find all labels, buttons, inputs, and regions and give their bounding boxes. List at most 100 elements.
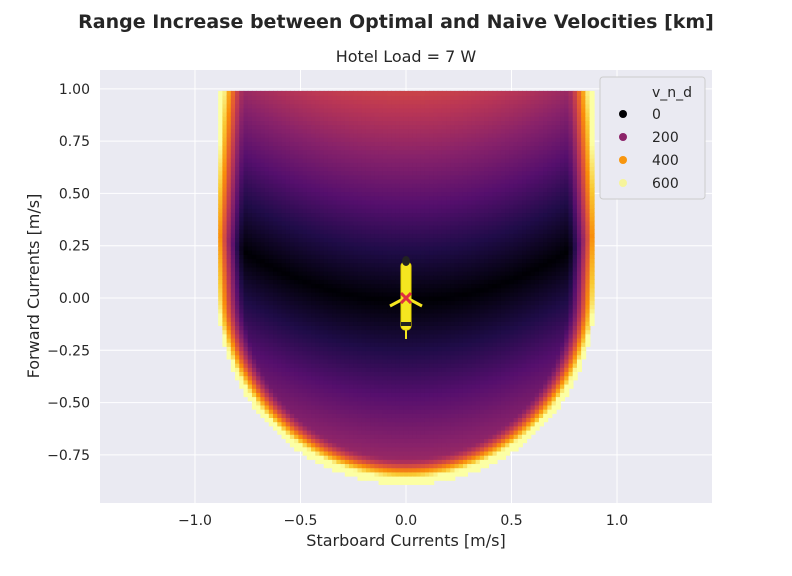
heatmap-cell: [256, 337, 262, 343]
heatmap-cell: [230, 300, 236, 306]
heatmap-cell: [277, 166, 283, 172]
heatmap-cell: [441, 308, 447, 314]
heatmap-cell: [344, 283, 350, 289]
heatmap-cell: [357, 208, 363, 214]
heatmap-cell: [433, 429, 439, 435]
heatmap-cell: [273, 325, 279, 331]
heatmap-cell: [424, 400, 431, 406]
heatmap-cell: [315, 341, 321, 347]
heatmap-cell: [247, 258, 253, 264]
heatmap-cell: [446, 191, 452, 197]
heatmap-cell: [226, 224, 232, 230]
heatmap-cell: [323, 354, 329, 360]
heatmap-cell: [441, 136, 447, 142]
heatmap-cell: [403, 446, 409, 452]
heatmap-cell: [306, 287, 312, 293]
heatmap-cell: [332, 429, 338, 435]
heatmap-cell: [408, 358, 414, 364]
heatmap-cell: [327, 367, 333, 373]
heatmap-cell: [273, 220, 279, 226]
heatmap-cell: [349, 149, 355, 155]
heatmap-cell: [357, 103, 363, 109]
heatmap-cell: [395, 279, 401, 285]
heatmap-cell: [247, 241, 253, 247]
heatmap-cell: [247, 220, 253, 226]
heatmap-cell: [298, 208, 304, 214]
heatmap-cell: [429, 387, 435, 393]
heatmap-cell: [344, 325, 350, 331]
heatmap-cell: [374, 413, 380, 419]
heatmap-cell: [226, 157, 232, 163]
heatmap-cell: [243, 208, 249, 214]
heatmap-cell: [277, 316, 283, 322]
heatmap-cell: [218, 182, 224, 188]
heatmap-cell: [323, 124, 329, 130]
heatmap-cell: [332, 270, 338, 276]
heatmap-cell: [412, 291, 418, 297]
heatmap-cell: [399, 329, 405, 335]
heatmap-cell: [315, 413, 321, 419]
heatmap-cell: [302, 337, 308, 343]
heatmap-cell: [387, 475, 393, 481]
heatmap-cell: [273, 392, 279, 398]
heatmap-cell: [323, 95, 329, 101]
heatmap-cell: [454, 128, 460, 134]
heatmap-cell: [378, 454, 384, 460]
heatmap-cell: [420, 325, 426, 331]
heatmap-cell: [403, 153, 409, 159]
heatmap-cell: [353, 421, 359, 427]
heatmap-cell: [289, 103, 295, 109]
heatmap-cell: [327, 387, 333, 393]
heatmap-cell: [289, 270, 295, 276]
heatmap-cell: [247, 141, 253, 147]
heatmap-cell: [230, 312, 236, 318]
heatmap-cell: [399, 95, 405, 101]
heatmap-cell: [298, 170, 304, 176]
heatmap-cell: [226, 174, 232, 180]
heatmap-cell: [450, 316, 456, 322]
heatmap-cell: [437, 157, 443, 163]
heatmap-cell: [429, 413, 435, 419]
heatmap-cell: [273, 199, 279, 205]
heatmap-cell: [222, 124, 228, 130]
heatmap-cell: [273, 254, 279, 260]
heatmap-cell: [387, 392, 393, 398]
heatmap-cell: [247, 95, 253, 101]
heatmap-cell: [277, 90, 283, 96]
heatmap-cell: [361, 228, 367, 234]
heatmap-cell: [437, 459, 443, 465]
heatmap-cell: [268, 396, 274, 402]
heatmap-cell: [387, 408, 393, 414]
heatmap-cell: [281, 404, 287, 410]
heatmap-cell: [378, 199, 384, 205]
heatmap-cell: [429, 228, 435, 234]
heatmap-cell: [361, 446, 367, 452]
heatmap-cell: [387, 291, 393, 297]
heatmap-cell: [235, 362, 241, 368]
heatmap-cell: [353, 454, 359, 460]
heatmap-cell: [450, 90, 456, 96]
heatmap-cell: [239, 237, 245, 243]
heatmap-cell: [357, 166, 363, 172]
heatmap-cell: [306, 421, 312, 427]
heatmap-cell: [370, 396, 376, 402]
heatmap-cell: [349, 341, 355, 347]
heatmap-cell: [374, 425, 380, 431]
heatmap-cell: [391, 95, 397, 101]
heatmap-cell: [332, 111, 338, 117]
heatmap-cell: [403, 358, 409, 364]
heatmap-cell: [298, 187, 304, 193]
heatmap-cell: [332, 425, 338, 431]
heatmap-cell: [281, 95, 287, 101]
heatmap-cell: [399, 107, 405, 113]
heatmap-cell: [344, 266, 350, 272]
heatmap-cell: [340, 212, 346, 218]
heatmap-cell: [285, 107, 291, 113]
heatmap-cell: [315, 254, 321, 260]
heatmap-cell: [437, 425, 443, 431]
heatmap-cell: [306, 350, 312, 356]
heatmap-cell: [370, 459, 376, 465]
heatmap-cell: [450, 295, 456, 301]
heatmap-cell: [273, 371, 279, 377]
heatmap-cell: [420, 90, 426, 96]
